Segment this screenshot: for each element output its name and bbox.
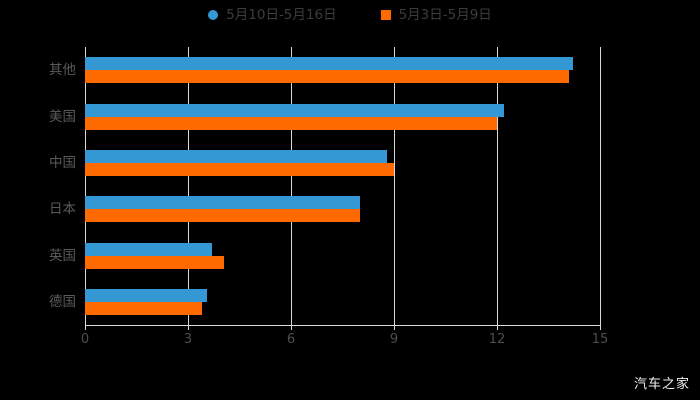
- bar-美国-series-1[interactable]: [85, 103, 504, 117]
- y-axis-label-2: 中国: [49, 154, 76, 171]
- y-axis-labels: 其他 美国 中国 日本 英国 德国: [0, 47, 76, 325]
- chart-legend: 5月10日-5月16日 5月3日-5月9日: [0, 8, 700, 22]
- y-axis-label-3: 日本: [49, 201, 76, 218]
- y-axis-label-0: 其他: [49, 62, 76, 79]
- x-axis-label-2: 6: [286, 332, 296, 347]
- y-axis-label-1: 美国: [49, 108, 76, 125]
- x-tick-3: [188, 325, 189, 330]
- legend-entry-series-2[interactable]: 5月3日-5月9日: [380, 7, 492, 23]
- gridline-9: [394, 47, 395, 325]
- legend-label-series-2: 5月3日-5月9日: [398, 7, 492, 23]
- bar-德国-series-1[interactable]: [85, 288, 207, 302]
- gridline-0: [85, 47, 86, 325]
- x-tick-9: [394, 325, 395, 330]
- bar-其他-series-2[interactable]: [85, 70, 570, 84]
- bar-中国-series-1[interactable]: [85, 149, 388, 163]
- x-axis-label-0: 0: [80, 332, 90, 347]
- x-axis-label-3: 9: [389, 332, 399, 347]
- x-tick-15: [600, 325, 601, 330]
- bar-德国-series-2[interactable]: [85, 301, 202, 315]
- bar-日本-series-1[interactable]: [85, 196, 360, 210]
- bar-英国-series-1[interactable]: [85, 242, 213, 256]
- plot-area: [85, 47, 601, 325]
- bar-其他-series-1[interactable]: [85, 57, 573, 71]
- x-axis-label-5: 15: [591, 332, 609, 347]
- bar-中国-series-2[interactable]: [85, 162, 394, 176]
- y-axis-label-4: 英国: [49, 247, 76, 264]
- gridline-3: [188, 47, 189, 325]
- gridline-6: [291, 47, 292, 325]
- bar-日本-series-2[interactable]: [85, 209, 360, 223]
- x-tick-12: [497, 325, 498, 330]
- legend-marker-square-icon: [380, 10, 391, 20]
- x-tick-6: [291, 325, 292, 330]
- x-axis-line: [85, 325, 601, 326]
- gridline-15: [600, 47, 601, 325]
- legend-marker-circle-icon: [208, 10, 219, 20]
- legend-entry-series-1[interactable]: 5月10日-5月16日: [208, 7, 337, 23]
- gridline-12: [497, 47, 498, 325]
- watermark: 汽车之家: [633, 377, 690, 392]
- x-axis-label-4: 12: [488, 332, 506, 347]
- x-axis-label-1: 3: [183, 332, 193, 347]
- legend-label-series-1: 5月10日-5月16日: [226, 7, 337, 23]
- bar-美国-series-2[interactable]: [85, 116, 497, 130]
- bar-英国-series-2[interactable]: [85, 255, 225, 269]
- x-tick-0: [85, 325, 86, 330]
- y-axis-label-5: 德国: [49, 293, 76, 310]
